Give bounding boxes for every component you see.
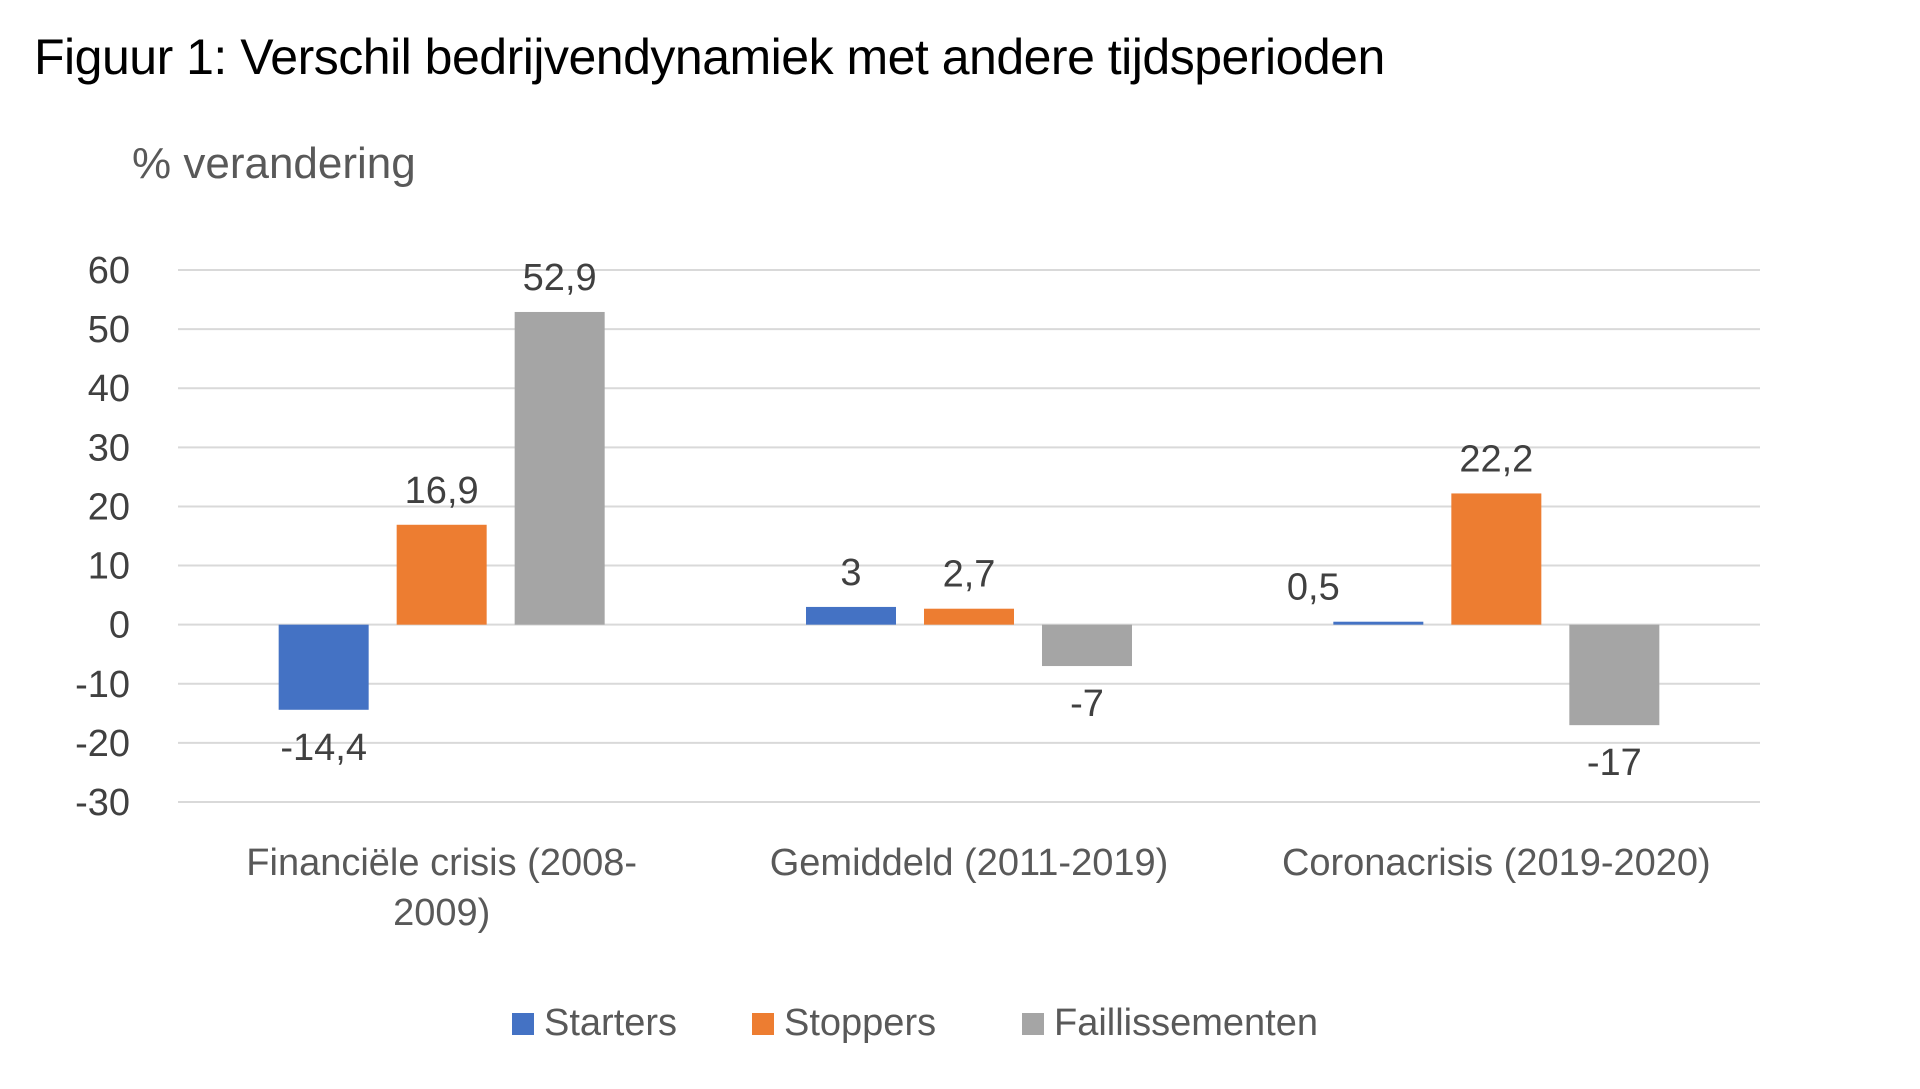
data-label: 52,9 bbox=[523, 257, 597, 299]
category-labels: Financiële crisis (2008- 2009) Gemiddeld (… bbox=[246, 842, 1710, 934]
y-tick-label: 20 bbox=[88, 486, 130, 528]
data-label: 22,2 bbox=[1459, 438, 1533, 480]
bar-stoppers bbox=[1451, 493, 1542, 625]
category-label: Gemiddeld (2011-2019) bbox=[770, 842, 1169, 884]
y-tick-label: -10 bbox=[75, 664, 130, 706]
data-labels: -14,4 3 0,5 16,9 2,7 22,2 52,9 -7 -17 bbox=[280, 257, 1641, 784]
bars bbox=[278, 311, 1660, 726]
bar-stoppers bbox=[924, 608, 1014, 625]
legend-swatch-stoppers bbox=[752, 1013, 774, 1035]
y-tick-label: 50 bbox=[88, 309, 130, 351]
y-tick-label: -20 bbox=[75, 723, 130, 765]
legend-label-starters: Starters bbox=[544, 1002, 677, 1044]
y-axis-label: % verandering bbox=[132, 139, 416, 188]
bar-faillissementen bbox=[514, 311, 605, 625]
data-label: 3 bbox=[840, 552, 861, 594]
chart-title: Figuur 1: Verschil bedrijvendynamiek met… bbox=[34, 29, 1385, 85]
y-tick-label: 0 bbox=[109, 605, 130, 647]
category-label: 2009) bbox=[393, 892, 490, 934]
legend-swatch-starters bbox=[512, 1013, 534, 1035]
data-label: 0,5 bbox=[1287, 567, 1340, 609]
data-label: 2,7 bbox=[943, 554, 996, 596]
data-label: -17 bbox=[1587, 742, 1642, 784]
y-tick-label: 30 bbox=[88, 427, 130, 469]
y-tick-label: -30 bbox=[75, 782, 130, 824]
category-label: Coronacrisis (2019-2020) bbox=[1282, 842, 1711, 884]
bar-faillissementen bbox=[1569, 624, 1660, 726]
category-label: Financiële crisis (2008- bbox=[246, 842, 637, 884]
legend-swatch-faillissementen bbox=[1022, 1013, 1044, 1035]
legend-label-stoppers: Stoppers bbox=[784, 1002, 936, 1044]
legend-label-faillissementen: Faillissementen bbox=[1054, 1002, 1318, 1044]
y-tick-label: 10 bbox=[88, 546, 130, 588]
data-label: -7 bbox=[1070, 683, 1104, 725]
bar-starters bbox=[806, 606, 896, 625]
bar-starters bbox=[1333, 621, 1424, 625]
bar-starters bbox=[278, 624, 369, 710]
data-label: -14,4 bbox=[280, 727, 367, 769]
bar-stoppers bbox=[396, 524, 487, 625]
legend: Starters Stoppers Faillissementen bbox=[512, 1002, 1318, 1044]
y-tick-label: 40 bbox=[88, 368, 130, 410]
bar-faillissementen bbox=[1042, 624, 1132, 667]
y-tick-label: 60 bbox=[88, 250, 130, 292]
data-label: 16,9 bbox=[405, 470, 479, 512]
y-axis-ticks: 60 50 40 30 20 10 0 -10 -20 -30 bbox=[75, 250, 130, 824]
